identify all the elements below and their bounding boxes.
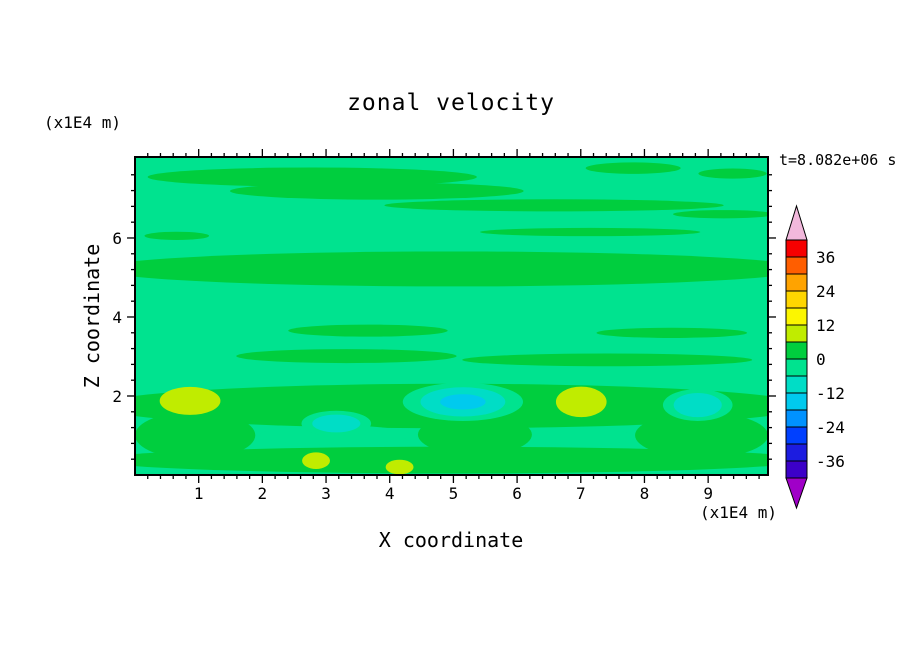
- colorbar-cell: [785, 460, 808, 479]
- y-axis-unit-label: (x1E4 m): [44, 113, 122, 132]
- colorbar-cell: [785, 239, 808, 258]
- time-label: t=8.082e+06 s: [779, 151, 897, 169]
- contour-blob: [236, 349, 457, 364]
- x-tick-label: 5: [449, 484, 459, 503]
- contour-blob: [673, 392, 722, 418]
- colorbar-label: -24: [816, 418, 845, 437]
- contour-blob: [288, 324, 448, 337]
- contour-blob: [385, 459, 414, 475]
- colorbar-cell: [785, 358, 808, 377]
- colorbar-above-arrow: [785, 204, 808, 241]
- contour-blob: [312, 414, 361, 433]
- colorbar-cell: [785, 324, 808, 343]
- y-axis-title: Z coordinate: [80, 243, 104, 389]
- plot-title: zonal velocity: [347, 90, 555, 116]
- contour-blob: [159, 386, 221, 415]
- colorbar-cell: [785, 392, 808, 411]
- colorbar-label: 24: [816, 282, 835, 301]
- colorbar-label: -36: [816, 452, 845, 471]
- colorbar-cell: [785, 375, 808, 394]
- contour-blob: [229, 182, 524, 200]
- x-tick-label: 3: [321, 484, 331, 503]
- x-axis-title: X coordinate: [378, 528, 524, 552]
- contour-blob: [147, 167, 477, 187]
- colorbar-cell: [785, 273, 808, 292]
- contour-blob: [417, 413, 532, 456]
- contour-blob: [596, 327, 748, 338]
- contour-blob: [440, 394, 486, 410]
- colorbar-label: 36: [816, 248, 835, 267]
- colorbar-cell: [785, 256, 808, 275]
- x-tick-label: 8: [640, 484, 650, 503]
- contour-blob: [302, 452, 330, 469]
- axis-ticks: [127, 149, 776, 483]
- plot-frame: [134, 156, 769, 476]
- contour-blob: [673, 210, 768, 219]
- x-tick-label: 6: [512, 484, 522, 503]
- contour-blob: [635, 412, 768, 459]
- colorbar-cell: [785, 409, 808, 428]
- contour-blob: [555, 386, 607, 418]
- contour-blob: [144, 231, 210, 240]
- contour-blob: [533, 428, 636, 446]
- x-tick-label: 7: [576, 484, 586, 503]
- contour-field: [135, 157, 768, 475]
- contour-blob: [479, 227, 701, 237]
- y-tick-label: 2: [112, 387, 122, 406]
- colorbar-below-arrow: [785, 477, 808, 510]
- x-tick-label: 2: [258, 484, 268, 503]
- colorbar-cell: [785, 307, 808, 326]
- colorbar-label: 12: [816, 316, 835, 335]
- contour-blob: [135, 411, 256, 460]
- colorbar-label: -12: [816, 384, 845, 403]
- x-tick-label: 4: [385, 484, 395, 503]
- x-tick-label: 1: [194, 484, 204, 503]
- colorbar-cell: [785, 443, 808, 462]
- colorbar-cell: [785, 341, 808, 360]
- contour-blob: [698, 168, 767, 179]
- y-tick-label: 6: [112, 229, 122, 248]
- y-tick-label: 4: [112, 308, 122, 327]
- contour-blob: [135, 446, 768, 474]
- contour-blob: [585, 162, 681, 174]
- colorbar: 36 24 12 0 -12 -24 -36: [785, 204, 845, 510]
- contour-blob: [462, 353, 753, 367]
- x-axis-unit-label: (x1E4 m): [699, 503, 777, 522]
- colorbar-label: 0: [816, 350, 826, 369]
- x-tick-label: 9: [703, 484, 713, 503]
- colorbar-cell: [785, 290, 808, 309]
- contour-blob: [135, 251, 768, 287]
- colorbar-cell: [785, 426, 808, 445]
- contour-blob: [384, 199, 724, 212]
